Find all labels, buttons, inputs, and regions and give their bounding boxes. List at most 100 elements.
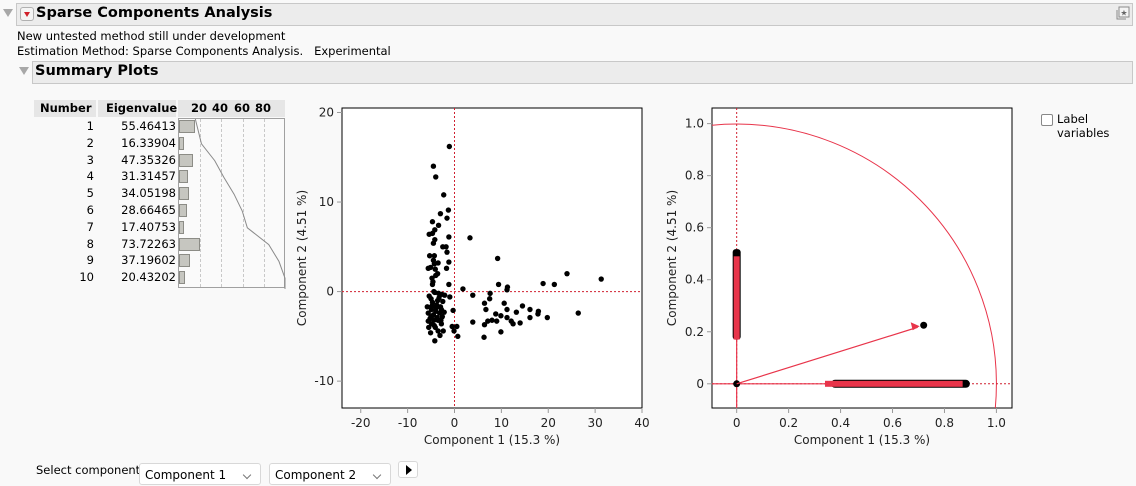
y-tick-label: 0.4: [685, 273, 704, 287]
row-eigenvalue: 28.66465: [121, 203, 176, 217]
score-point: [446, 259, 452, 265]
score-point: [447, 294, 453, 300]
select-component-label: Select component: [36, 463, 141, 477]
score-point: [433, 272, 439, 279]
origin-point: [733, 380, 741, 388]
score-point: [429, 219, 436, 225]
row-number: 10: [79, 270, 94, 285]
row-number: 1: [86, 119, 94, 133]
score-point: [470, 292, 476, 298]
bar-axis-header: 20 40 60 80: [178, 100, 285, 117]
go-arrow-button[interactable]: [398, 461, 418, 478]
score-point: [446, 143, 453, 150]
score-point: [435, 222, 442, 229]
score-point: [428, 296, 434, 302]
table-row: 1 55.46413: [34, 118, 178, 135]
section-title: Summary Plots: [35, 63, 159, 79]
score-point: [504, 314, 510, 321]
collapse-triangle-icon[interactable]: [3, 9, 13, 17]
score-point: [429, 230, 436, 237]
bar-tick: 40: [212, 101, 229, 115]
eigenvalue-bar: [179, 254, 190, 268]
eigenvalue-bar: [179, 220, 185, 234]
score-plot: -20 -10 0 10 20 30 40 -10 0 10 20 Component 1 (15.3…: [295, 105, 650, 447]
x-axis-title: Component 1 (15.3 %): [794, 433, 930, 447]
x-tick-label: -10: [398, 416, 418, 430]
row-eigenvalue: 31.31457: [121, 169, 176, 184]
score-point: [598, 276, 604, 282]
score-point: [487, 290, 493, 297]
x-component-dropdown[interactable]: Component 1: [139, 463, 261, 485]
score-point: [504, 306, 510, 313]
row-eigenvalue: 47.35326: [121, 152, 176, 167]
score-point: [470, 319, 476, 325]
x-component-value: Component 1: [145, 468, 227, 482]
score-point: [501, 300, 507, 306]
score-point: [436, 295, 442, 301]
score-point: [495, 281, 502, 288]
score-point: [510, 321, 516, 327]
red-triangle-menu-icon[interactable]: [20, 7, 34, 21]
row-number: 6: [86, 203, 94, 217]
x-tick-label: 40: [634, 416, 649, 430]
collapse-triangle-icon[interactable]: [19, 67, 29, 75]
score-point: [450, 307, 456, 314]
row-number: 8: [86, 236, 94, 251]
x-tick-label: -20: [351, 416, 371, 430]
score-point: [444, 249, 450, 255]
y-axis-title: Component 2 (4.51 %): [295, 190, 309, 326]
score-point: [527, 306, 533, 313]
eigenvalue-bar: [179, 271, 185, 285]
cumulative-line: [194, 119, 286, 289]
score-point: [430, 240, 437, 246]
score-point: [429, 303, 435, 309]
score-point: [437, 332, 443, 339]
label-variables-checkbox[interactable]: [1041, 114, 1053, 126]
eigenvalue-bar: [179, 204, 188, 217]
report-header: [16, 3, 1133, 26]
score-point: [540, 280, 546, 287]
score-point: [481, 322, 488, 328]
row-eigenvalue: 34.05198: [121, 186, 176, 201]
column-header-number: Number: [34, 100, 96, 117]
report-title: Sparse Components Analysis: [36, 5, 273, 21]
score-point: [544, 314, 551, 321]
y-tick-label: 0: [696, 377, 704, 391]
x-axis-title: Component 1 (15.3 %): [424, 433, 560, 447]
row-eigenvalue: 73.72263: [121, 236, 176, 251]
y-tick-label: 0.6: [685, 221, 704, 235]
x-tick-label: 10: [494, 416, 509, 430]
score-point: [575, 310, 581, 316]
score-point: [432, 338, 438, 344]
section-header: [32, 61, 1133, 84]
loading-arrow: [736, 326, 918, 385]
row-eigenvalue: 17.40753: [121, 219, 176, 234]
score-point: [435, 328, 441, 334]
bar-tick: 20: [191, 101, 208, 115]
score-point: [443, 244, 449, 250]
eigenvalue-bar: [179, 136, 184, 150]
x-tick-label: 30: [587, 416, 602, 430]
score-point: [481, 300, 488, 306]
score-point: [426, 324, 432, 331]
row-number: 4: [86, 169, 94, 184]
row-number: 7: [86, 219, 94, 234]
y-tick-label: 20: [319, 105, 334, 119]
row-number: 5: [86, 186, 94, 201]
score-point: [431, 253, 438, 259]
x-tick-label: 0.6: [883, 416, 902, 430]
score-point: [485, 318, 491, 324]
score-point: [460, 286, 466, 292]
pin-icon[interactable]: ★: [1116, 6, 1130, 20]
score-point: [498, 329, 504, 335]
table-row: 4 31.31457: [34, 168, 178, 185]
x-tick-label: 1.0: [987, 416, 1006, 430]
chevron-down-icon: [242, 470, 252, 480]
score-point: [449, 323, 455, 330]
eigenvalue-bar: [179, 187, 189, 201]
score-point: [432, 266, 438, 272]
score-point: [434, 314, 440, 321]
score-point: [445, 207, 452, 213]
y-component-dropdown[interactable]: Component 2: [269, 463, 391, 485]
score-point: [441, 192, 447, 198]
